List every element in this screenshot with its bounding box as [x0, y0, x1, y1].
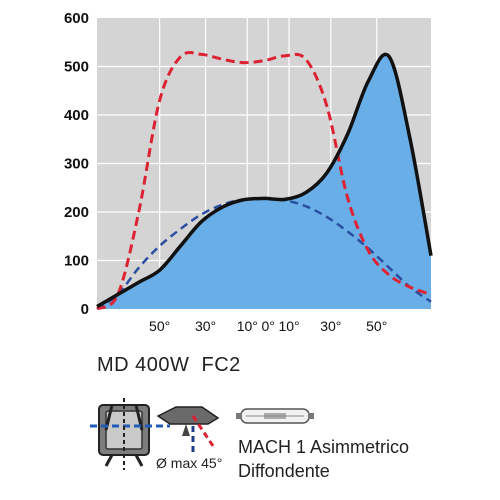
angle-note: Ø max 45° — [156, 455, 223, 471]
model-label: MD 400W FC2 — [97, 354, 241, 376]
x-axis-ticks: 50° 30° 10° 0° 10° 30° 50° — [149, 318, 387, 334]
x-tick-label: 30° — [195, 318, 216, 334]
series-blue-dashed-line — [96, 197, 432, 311]
y-tick-label: 200 — [64, 204, 89, 221]
y-tick-label: 400 — [64, 107, 89, 124]
x-tick-label: 0° — [261, 318, 274, 334]
fixture-side-icon — [156, 406, 220, 452]
y-tick-label: 600 — [64, 10, 89, 27]
optic-label-line1: MACH 1 Asimmetrico — [238, 437, 410, 457]
y-tick-label: 0 — [81, 301, 89, 318]
x-tick-label: 50° — [149, 318, 170, 334]
series-solid-area — [97, 54, 431, 310]
x-tick-label: 50° — [366, 318, 387, 334]
lamp-tube-icon — [236, 408, 314, 424]
y-tick-label: 300 — [64, 156, 89, 173]
y-axis-ticks: 0 100 200 300 400 500 600 — [64, 10, 89, 318]
x-tick-label: 10° — [237, 318, 258, 334]
series-solid-line — [96, 52, 433, 309]
floodlight-icon — [90, 398, 170, 470]
y-tick-label: 500 — [64, 59, 89, 76]
x-tick-label: 30° — [320, 318, 341, 334]
optic-label-line2: Diffondente — [238, 461, 330, 481]
x-tick-label: 10° — [278, 318, 299, 334]
y-tick-label: 100 — [64, 253, 89, 270]
